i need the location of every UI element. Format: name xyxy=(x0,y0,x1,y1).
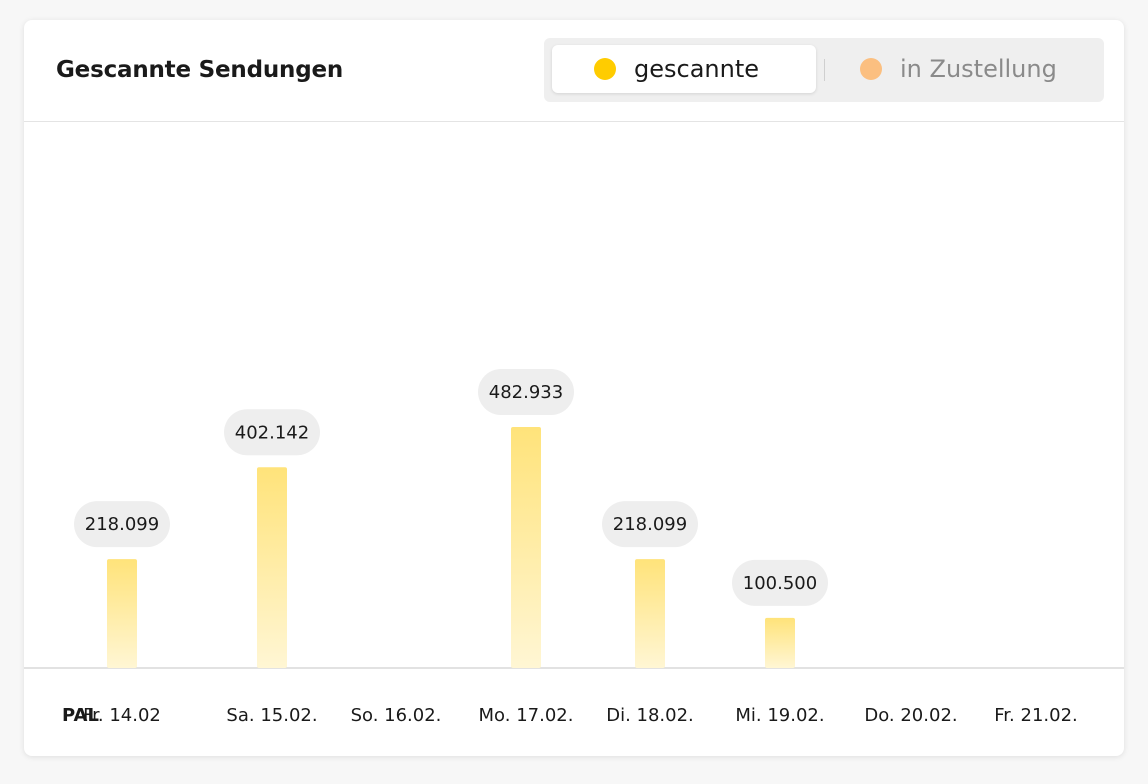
toggle-in-zustellung-button[interactable]: in Zustellung xyxy=(840,45,1096,93)
x-tick-label-6: Mi. 19.02. xyxy=(735,705,824,726)
value-pill-6 xyxy=(732,559,828,606)
yellow-dot-icon xyxy=(594,58,616,80)
bar-5[interactable] xyxy=(635,559,665,668)
axis-prefix-label: PAL xyxy=(62,705,99,726)
bar-6[interactable] xyxy=(765,617,795,668)
bar-4[interactable] xyxy=(511,426,541,668)
data-label-6: 100.500 xyxy=(743,573,817,594)
toggle-gescannte-button[interactable]: gescannte xyxy=(552,45,816,93)
toggle-in-zustellung-label: in Zustellung xyxy=(900,55,1057,83)
x-tick-label-2: Sa. 15.02. xyxy=(226,705,317,726)
series-toggle: gescannte in Zustellung xyxy=(544,38,1104,102)
bar-chart: 218.099 402.142 482.933 218.099 100.500 Fr. … xyxy=(24,368,1124,726)
value-pill-1 xyxy=(74,501,170,548)
x-tick-label-5: Di. 18.02. xyxy=(606,705,694,726)
toggle-divider xyxy=(824,59,825,81)
data-label-2: 402.142 xyxy=(235,422,309,443)
chart-title: Gescannte Sendungen xyxy=(56,57,344,83)
orange-dot-icon xyxy=(860,58,882,80)
value-pill-5 xyxy=(602,501,698,548)
bar-2[interactable] xyxy=(257,467,287,668)
data-label-1: 218.099 xyxy=(85,514,159,535)
x-tick-label-1: Fr. 14.02 xyxy=(83,705,161,726)
bar-1[interactable] xyxy=(107,559,137,668)
x-tick-label-8: Fr. 21.02. xyxy=(994,705,1078,726)
value-pill-4 xyxy=(478,368,574,415)
chart-card: Gescannte Sendungen gescannte in Zustell… xyxy=(24,20,1124,756)
value-pill-2 xyxy=(224,409,320,456)
toggle-gescannte-label: gescannte xyxy=(634,55,760,83)
x-tick-label-7: Do. 20.02. xyxy=(864,705,957,726)
card-header: Gescannte Sendungen gescannte in Zustell… xyxy=(24,20,1124,122)
data-label-4: 482.933 xyxy=(489,382,563,403)
data-label-5: 218.099 xyxy=(613,514,687,535)
x-tick-label-4: Mo. 17.02. xyxy=(479,705,574,726)
x-tick-label-3: So. 16.02. xyxy=(351,705,442,726)
